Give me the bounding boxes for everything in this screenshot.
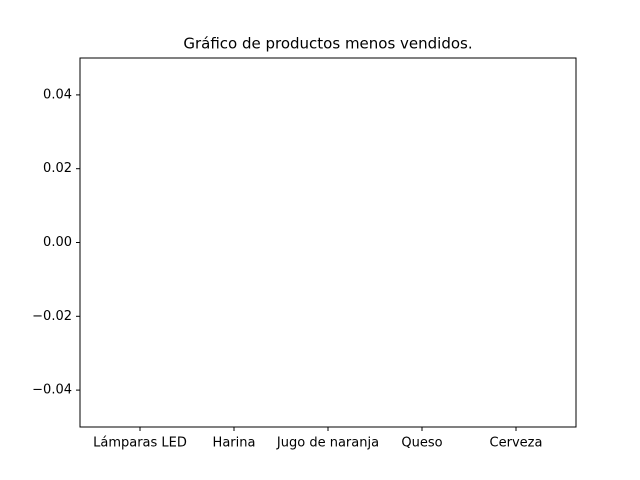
x-tick-label: Jugo de naranja — [276, 436, 379, 451]
y-tick-label: −0.04 — [32, 383, 72, 398]
x-tick-label: Harina — [213, 436, 256, 451]
x-tick-label: Cerveza — [490, 436, 543, 451]
y-tick-label: 0.02 — [43, 161, 72, 176]
y-tick-label: 0.04 — [43, 87, 72, 102]
y-tick-label: −0.02 — [32, 309, 72, 324]
y-tick-label: 0.00 — [43, 235, 72, 250]
x-tick-label: Lámparas LED — [93, 436, 187, 451]
x-tick-label: Queso — [401, 436, 442, 451]
chart-title: Gráfico de productos menos vendidos. — [183, 35, 472, 53]
